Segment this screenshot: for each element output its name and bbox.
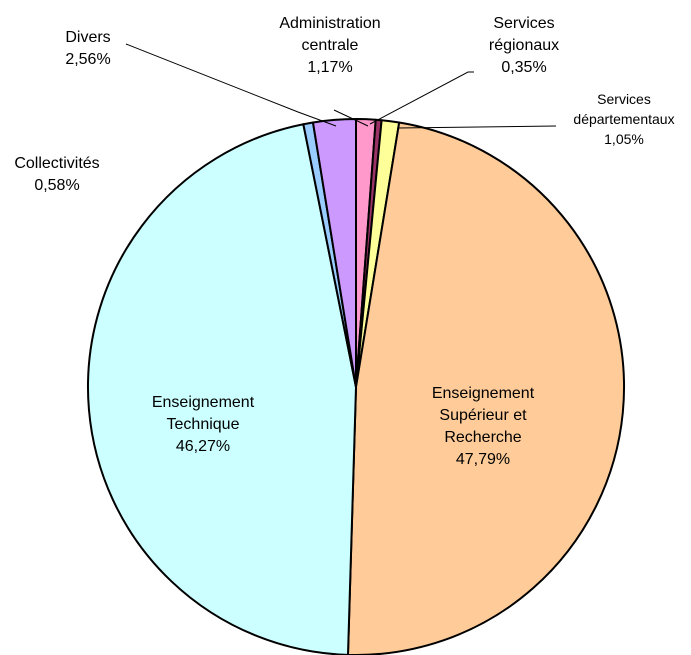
slice-name-label: Recherche (444, 429, 521, 446)
slice-value-label: 1,05% (604, 131, 644, 147)
slice-name-label: Services (493, 15, 554, 32)
leader-line (333, 109, 369, 127)
slice-value-label: 2,56% (65, 51, 110, 68)
slice-name-label: Enseignement (152, 394, 255, 411)
slice-label: Divers 2,56% (65, 29, 110, 68)
slice-value-label: 1,17% (307, 59, 352, 76)
leader-lines (125, 43, 557, 129)
pie-slice (311, 118, 357, 388)
slice-value-label: 0,58% (34, 177, 79, 194)
slice-label: Services départementaux 1,05% (573, 91, 674, 147)
slice-name-label: régionaux (489, 37, 559, 54)
slice-name-label: Collectivités (14, 155, 99, 172)
slice-label: Enseignement Supérieur et Recherche 47,79% (432, 385, 535, 468)
slice-name-label: Administration (279, 15, 380, 32)
pie-slices (87, 118, 626, 655)
leader-line (369, 71, 474, 125)
leader-line (125, 43, 337, 127)
slice-name-label: Technique (167, 416, 240, 433)
slice-value-label: 46,27% (176, 438, 230, 455)
slice-label: Enseignement Technique 46,27% (152, 394, 255, 455)
slice-label: Administration centrale 1,17% (279, 15, 380, 76)
slice-label: Collectivités 0,58% (14, 155, 99, 194)
slice-value-label: 0,35% (501, 59, 546, 76)
slice-name-label: Services (597, 91, 651, 107)
pie-slice (346, 121, 626, 655)
slice-label: Services régionaux 0,35% (489, 15, 559, 76)
slice-name-label: départementaux (573, 111, 674, 127)
slice-value-label: 47,79% (456, 451, 510, 468)
slice-name-label: Enseignement (432, 385, 535, 402)
slice-labels: Administration centrale 1,17% Services régio… (14, 15, 674, 468)
leader-line (397, 125, 557, 129)
pie-slice (87, 123, 357, 655)
slice-name-label: centrale (302, 37, 359, 54)
slice-name-label: Divers (65, 29, 110, 46)
slice-name-label: Supérieur et (439, 407, 527, 424)
